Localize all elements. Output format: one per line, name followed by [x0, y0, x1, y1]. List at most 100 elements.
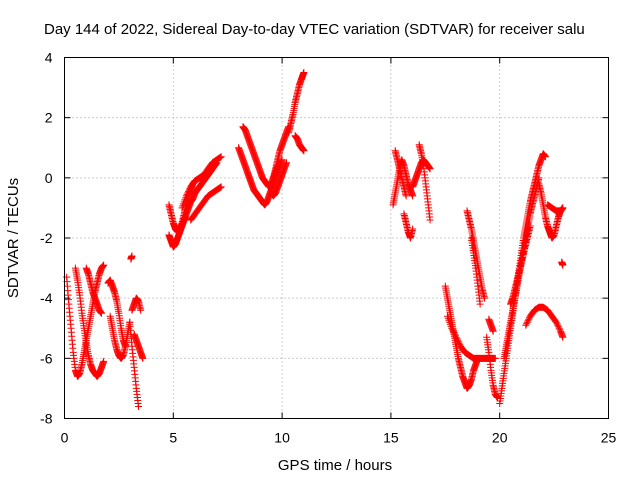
y-tick-label: 4	[45, 50, 53, 66]
x-tick-label: 10	[274, 430, 290, 446]
data-point	[300, 69, 308, 77]
data-point	[134, 402, 142, 410]
data-point	[554, 321, 562, 329]
data-point	[554, 323, 562, 331]
series-arc-h	[130, 330, 147, 362]
y-tick-label: 2	[45, 110, 53, 126]
series-arc-r	[285, 69, 308, 137]
data-point	[523, 318, 531, 326]
data-point	[451, 330, 459, 338]
data-point	[454, 336, 462, 344]
data-point	[216, 183, 224, 191]
x-tick-label: 15	[383, 430, 399, 446]
series-arc-y	[441, 282, 482, 392]
series-arc-g	[128, 294, 145, 314]
data-point	[217, 183, 225, 191]
y-tick-label: -4	[40, 290, 53, 306]
series-arc-ak	[558, 258, 567, 269]
data-point	[448, 324, 456, 332]
data-point	[525, 315, 533, 323]
data-point	[559, 204, 567, 212]
data-point	[453, 335, 461, 343]
data-point	[494, 393, 502, 401]
chart-title: Day 144 of 2022, Sidereal Day-to-day VTE…	[44, 21, 585, 38]
data-point	[100, 357, 108, 365]
y-axis-label: SDTVAR / TECUs	[5, 178, 22, 298]
series-arc-v	[400, 210, 417, 242]
series-arc-ag	[507, 222, 534, 308]
data-point	[216, 154, 224, 162]
data-point	[139, 354, 147, 362]
series-arc-m	[187, 183, 225, 224]
series-arc-f	[126, 318, 142, 410]
data-point	[559, 333, 567, 341]
data-point	[409, 225, 417, 233]
data-point	[426, 165, 434, 173]
series-arc-x	[415, 141, 434, 224]
tick-labels: 0 5 10 15 20 25 -8 -6 -4 -2 0 2 4	[40, 50, 616, 446]
series-arc-o	[239, 123, 282, 191]
series-arc-p	[269, 123, 293, 182]
series-arc-d	[104, 276, 129, 350]
data-point	[282, 159, 290, 167]
data-point	[452, 333, 460, 341]
data-point	[216, 184, 224, 192]
x-tick-label: 5	[169, 430, 177, 446]
series-arc-ah	[522, 303, 567, 341]
data-points	[63, 69, 567, 410]
series-arc-ad	[485, 315, 497, 335]
data-point	[137, 306, 145, 314]
series-arc-q	[267, 159, 290, 200]
series-arc-c	[82, 264, 105, 317]
data-point	[555, 324, 563, 332]
x-tick-label: 0	[61, 430, 69, 446]
data-point	[185, 186, 193, 194]
data-point	[522, 321, 530, 329]
y-tick-label: -6	[40, 350, 53, 366]
data-point	[552, 318, 560, 326]
series-arc-b	[71, 264, 108, 380]
series-arc-i	[127, 252, 136, 263]
data-point	[455, 339, 463, 347]
x-tick-label: 25	[601, 430, 617, 446]
series-arc-aj	[544, 201, 567, 215]
x-tick-label: 20	[492, 430, 508, 446]
data-point	[524, 317, 532, 325]
data-point	[526, 222, 534, 230]
data-point	[182, 192, 190, 200]
data-point	[402, 192, 410, 200]
data-point	[185, 187, 193, 195]
data-point	[184, 189, 192, 197]
data-point	[97, 309, 105, 317]
series-arc-n	[235, 144, 286, 209]
data-point	[553, 320, 561, 328]
data-point	[100, 261, 108, 269]
series-arc-l	[178, 153, 225, 212]
series-arc-s	[291, 132, 308, 155]
y-tick-label: -8	[40, 411, 53, 427]
grid	[64, 57, 609, 419]
data-point	[183, 190, 191, 198]
data-point	[300, 147, 308, 155]
axis-ticks	[64, 57, 609, 419]
data-point	[128, 252, 136, 260]
data-point	[451, 332, 459, 340]
data-point	[449, 327, 457, 335]
data-point	[489, 327, 497, 335]
series-arc-ac	[483, 333, 502, 401]
data-point	[523, 320, 531, 328]
data-point	[476, 300, 484, 308]
data-point	[449, 326, 457, 334]
data-point	[217, 153, 225, 161]
data-point	[535, 174, 543, 182]
series-arc-ab	[467, 234, 484, 308]
data-point	[450, 329, 458, 337]
series-arc-u	[391, 147, 410, 200]
data-point	[559, 261, 567, 269]
data-point	[541, 153, 549, 161]
data-point	[409, 192, 417, 200]
data-point	[426, 216, 434, 224]
data-point	[454, 338, 462, 346]
data-point	[216, 153, 224, 161]
